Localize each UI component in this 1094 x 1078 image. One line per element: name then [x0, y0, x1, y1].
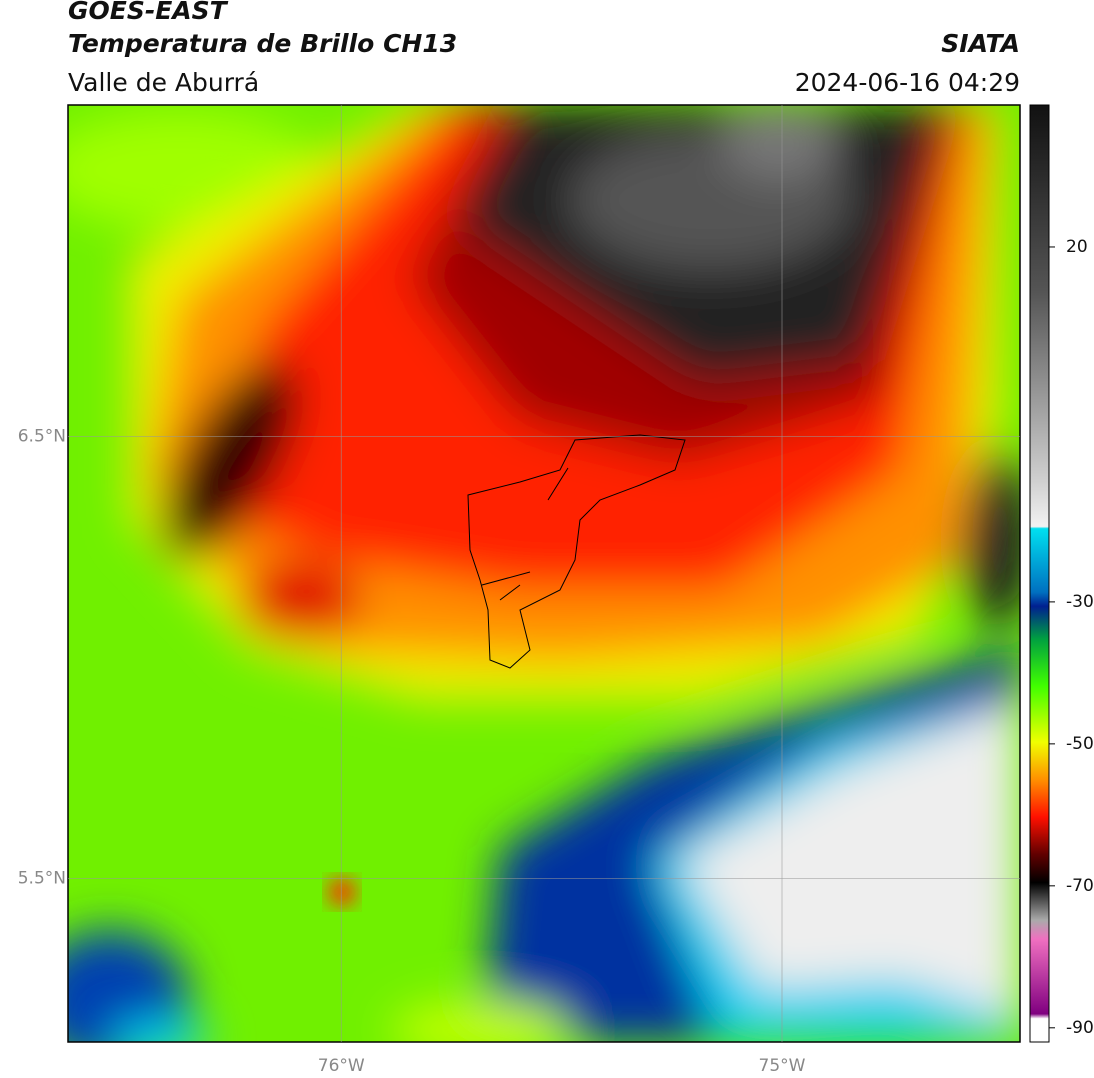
region: Valle de Aburrá: [68, 68, 259, 97]
satellite-image: [68, 105, 1020, 1042]
subtitle: Temperatura de Brillo CH13: [68, 29, 457, 58]
colorbar-label: -90: [1066, 1018, 1094, 1038]
map-frame: [67, 104, 1021, 1043]
lon-label: 76°W: [318, 1056, 365, 1076]
lon-label: 75°W: [759, 1056, 806, 1076]
lat-label: 5.5°N: [18, 868, 66, 888]
municipal-boundaries: [467, 434, 686, 669]
colorbar-label: -30: [1066, 592, 1094, 612]
colorbar-label: 20: [1066, 237, 1088, 257]
lat-label: 6.5°N: [18, 426, 66, 446]
title: GOES-EAST: [68, 0, 229, 25]
colorbar-label: -70: [1066, 876, 1094, 896]
colorbar: [1029, 104, 1050, 1043]
colorbar-label: -50: [1066, 734, 1094, 754]
datetime: 2024-06-16 04:29: [795, 68, 1020, 97]
source: SIATA: [941, 29, 1020, 58]
